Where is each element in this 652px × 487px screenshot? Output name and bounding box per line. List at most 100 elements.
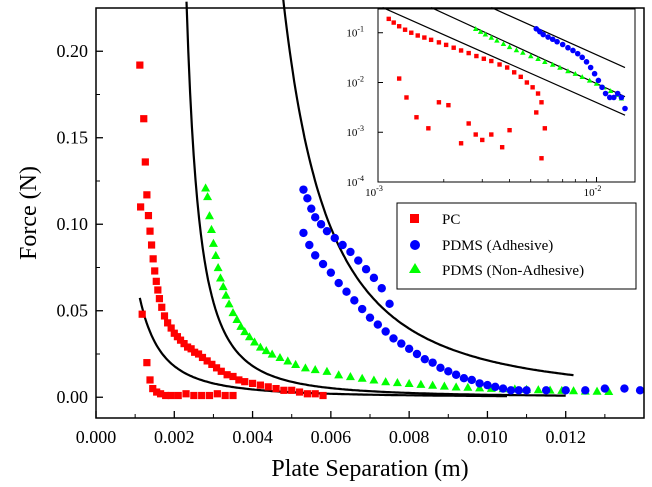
inset-point-pc bbox=[499, 145, 505, 150]
point-pdms-non-adhesive bbox=[369, 375, 379, 384]
inset-point-pdms-adhesive bbox=[554, 38, 560, 45]
point-pc bbox=[198, 391, 206, 400]
inset-point-pc bbox=[422, 35, 427, 40]
point-pdms-adhesive bbox=[334, 278, 343, 288]
point-pdms-adhesive bbox=[581, 386, 590, 395]
inset-point-pdms-adhesive bbox=[599, 84, 605, 91]
inset-point-pc bbox=[542, 126, 548, 131]
inset-reference-lines bbox=[382, 7, 626, 116]
inset-y-tick-label: 10-2 bbox=[346, 74, 364, 89]
point-pc bbox=[164, 319, 172, 327]
point-pc bbox=[152, 277, 160, 285]
inset-point-pdms-adhesive bbox=[587, 64, 594, 71]
inset-point-pc bbox=[534, 110, 539, 115]
point-pc bbox=[160, 312, 169, 320]
data-points bbox=[136, 61, 645, 400]
inset-point-pdms-adhesive bbox=[570, 47, 576, 54]
point-pdms-adhesive bbox=[397, 339, 406, 348]
point-pc bbox=[319, 391, 327, 400]
point-pdms-adhesive bbox=[428, 358, 437, 367]
point-pc bbox=[137, 203, 145, 211]
inset-point-pdms-adhesive bbox=[540, 31, 546, 38]
point-pc bbox=[174, 391, 182, 400]
point-pc bbox=[208, 360, 216, 368]
inset-point-pdms-non-adhesive bbox=[607, 88, 614, 94]
point-pdms-non-adhesive bbox=[208, 238, 218, 247]
inset-point-pdms-non-adhesive bbox=[520, 49, 526, 55]
legend-marker-pdms-adhesive bbox=[410, 240, 420, 250]
legend-label-pc: PC bbox=[442, 212, 460, 228]
inset-point-pc bbox=[530, 85, 535, 90]
point-pdms-adhesive bbox=[483, 380, 492, 390]
point-pc bbox=[217, 367, 225, 375]
point-pc bbox=[141, 158, 149, 166]
point-pc bbox=[147, 241, 156, 249]
inset-point-pc bbox=[466, 121, 471, 126]
point-pc bbox=[154, 286, 162, 294]
inset-point-pdms-adhesive bbox=[611, 94, 617, 101]
inset-point-pdms-non-adhesive bbox=[586, 77, 593, 83]
point-pc bbox=[153, 388, 161, 396]
point-pc bbox=[223, 371, 231, 379]
legend-marker-pc bbox=[410, 214, 419, 223]
point-pdms-adhesive bbox=[305, 240, 314, 250]
inset-axes: 10-3 10-210-110-210-310-4 bbox=[346, 25, 601, 199]
point-pdms-adhesive bbox=[541, 386, 551, 395]
point-pdms-adhesive bbox=[389, 334, 398, 343]
point-pdms-non-adhesive bbox=[244, 332, 254, 341]
legend-box bbox=[396, 202, 637, 290]
point-pdms-non-adhesive bbox=[291, 359, 301, 368]
point-pdms-adhesive bbox=[373, 320, 383, 329]
inset-point-pc bbox=[489, 132, 494, 137]
inset-point-pdms-non-adhesive bbox=[472, 26, 479, 31]
x-tick-label: 0.012 bbox=[545, 427, 586, 447]
inset-point-pdms-adhesive bbox=[602, 90, 609, 97]
point-pdms-adhesive bbox=[620, 384, 629, 393]
inset-point-pc bbox=[473, 132, 478, 137]
main-axes: 0.000 0.002 0.004 0.006 0.008 0.010 0.012 0.00 0… bbox=[57, 41, 606, 447]
inset-point-pdms-non-adhesive bbox=[513, 47, 520, 53]
point-pc bbox=[241, 378, 249, 386]
inset-point-pdms-adhesive bbox=[574, 50, 581, 57]
inset-point-pc bbox=[489, 58, 494, 64]
point-pdms-adhesive bbox=[436, 363, 445, 373]
inset-point-pc bbox=[539, 100, 544, 105]
point-pdms-adhesive bbox=[514, 386, 523, 395]
point-pdms-non-adhesive bbox=[236, 321, 246, 330]
point-pdms-non-adhesive bbox=[275, 352, 285, 362]
inset-point-pdms-adhesive bbox=[559, 41, 566, 48]
inset-point-pdms-adhesive bbox=[565, 44, 571, 51]
inset-reference-line-1 bbox=[382, 7, 626, 116]
point-pdms-non-adhesive bbox=[392, 378, 402, 387]
inset-point-pc bbox=[414, 115, 419, 120]
point-pdms-adhesive bbox=[635, 386, 645, 395]
point-pdms-adhesive bbox=[475, 379, 484, 388]
inset-point-pc bbox=[535, 91, 541, 96]
point-pdms-non-adhesive bbox=[300, 363, 310, 372]
point-pdms-non-adhesive bbox=[310, 365, 320, 374]
inset-point-pc bbox=[451, 45, 456, 50]
point-pc bbox=[212, 364, 221, 372]
y-tick-label: 0.10 bbox=[57, 214, 89, 234]
point-pc bbox=[146, 376, 154, 384]
point-pc bbox=[203, 357, 211, 365]
point-pdms-non-adhesive bbox=[322, 366, 332, 375]
inset-point-pdms-adhesive bbox=[549, 36, 556, 43]
legend-label-pdms-adhesive: PDMS (Adhesive) bbox=[442, 238, 553, 254]
y-tick-label: 0.15 bbox=[57, 128, 89, 148]
inset-point-pc bbox=[539, 156, 544, 161]
point-pdms-adhesive bbox=[307, 204, 316, 213]
fit-curve-1 bbox=[138, 297, 507, 398]
point-pc bbox=[235, 376, 243, 384]
inset-point-pdms-non-adhesive bbox=[477, 28, 484, 34]
point-pc bbox=[143, 191, 151, 199]
point-pdms-adhesive bbox=[412, 349, 422, 359]
inset-point-pdms-non-adhesive bbox=[506, 44, 513, 50]
inset-point-pdms-adhesive bbox=[622, 105, 628, 112]
point-pdms-non-adhesive bbox=[569, 386, 579, 395]
point-pc bbox=[229, 372, 237, 381]
point-pc bbox=[295, 388, 304, 396]
point-pc bbox=[144, 211, 153, 220]
point-pc bbox=[288, 386, 296, 394]
point-pdms-adhesive bbox=[311, 251, 320, 260]
